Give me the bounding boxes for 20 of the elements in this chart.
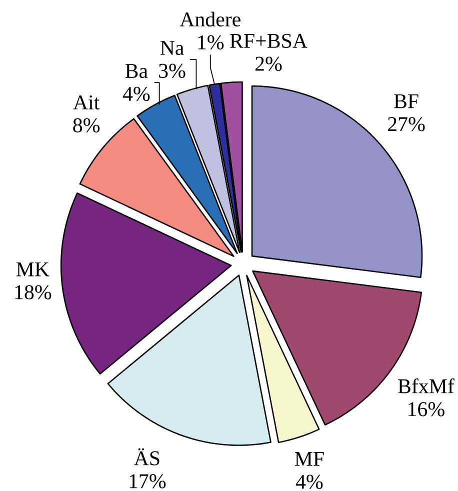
data-label: 17% [130, 474, 166, 488]
slice-label: ÄS [134, 448, 160, 466]
slice-label: Na [160, 41, 184, 55]
slice-label: MK [16, 262, 50, 276]
data-label: 27% [388, 117, 425, 132]
slice-label: Ba [125, 64, 148, 78]
slice-label: MF [294, 452, 324, 466]
slice-label: BfxMf [398, 378, 454, 394]
data-label: 3% [159, 64, 186, 78]
slice-label: Andere [180, 12, 240, 27]
data-label: 2% [255, 56, 282, 71]
slice-label: BF [394, 94, 418, 108]
data-label: 18% [15, 285, 52, 300]
data-label: 8% [73, 118, 100, 132]
slice-label: RF+BSA [230, 34, 308, 48]
data-label: 4% [122, 86, 150, 102]
data-label: 16% [408, 402, 444, 416]
slice-label: Ait [73, 95, 100, 110]
data-label: 1% [198, 35, 224, 50]
data-label: 4% [296, 474, 323, 489]
